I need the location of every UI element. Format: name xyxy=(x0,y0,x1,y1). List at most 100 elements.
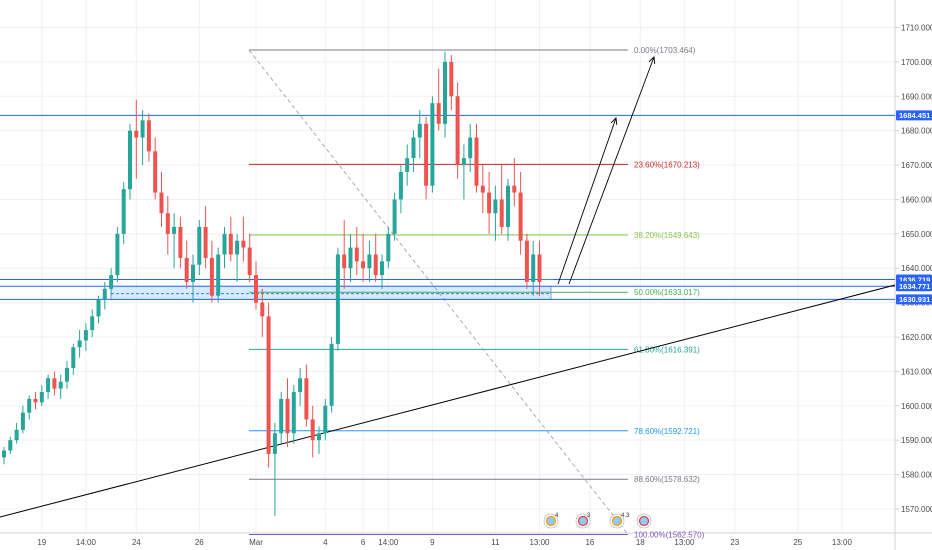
candle-body xyxy=(216,254,221,296)
candle-body xyxy=(373,254,378,276)
y-tick-label: 1640.000 xyxy=(901,264,932,273)
projection-arrow-2[interactable] xyxy=(568,56,655,285)
x-tick-label: 23 xyxy=(730,538,739,547)
candle-body xyxy=(184,257,189,282)
candle-body xyxy=(455,96,460,166)
candle-body xyxy=(329,343,334,406)
candle-body xyxy=(480,185,485,193)
candle-body xyxy=(411,137,416,159)
candle-body xyxy=(20,412,25,430)
flag-icon xyxy=(638,515,650,527)
candle-body xyxy=(83,330,88,341)
x-tick-label: 19 xyxy=(37,538,46,547)
candle-body xyxy=(128,130,132,190)
candle-body xyxy=(361,261,366,269)
flag-icon xyxy=(577,515,589,527)
candle-body xyxy=(52,378,57,389)
candle-body xyxy=(8,440,13,451)
event-count-label: 3 xyxy=(587,513,591,519)
candle-body xyxy=(323,405,328,434)
price-tag-label: 1684.451 xyxy=(899,111,930,120)
fib-level-label: 23.60%(1670.213) xyxy=(634,160,700,169)
candle-body xyxy=(512,185,517,193)
candle-body xyxy=(153,151,158,193)
candle-body xyxy=(2,450,6,458)
candle-body xyxy=(537,254,542,282)
candle-body xyxy=(46,378,51,393)
candle-body xyxy=(449,61,454,97)
candle-body xyxy=(228,233,233,255)
candle-body xyxy=(266,316,271,454)
y-tick-label: 1590.000 xyxy=(901,436,932,445)
x-tick-label: 4 xyxy=(323,538,328,547)
x-tick-label: 24 xyxy=(132,538,141,547)
candle-body xyxy=(121,189,126,234)
x-tick-label: 13:00 xyxy=(674,538,695,547)
x-tick-label: Mar xyxy=(249,538,263,547)
candle-body xyxy=(203,226,208,258)
candle-body xyxy=(146,120,151,152)
flag-icon xyxy=(611,515,623,527)
candle-body xyxy=(33,398,38,403)
candle-body xyxy=(499,199,504,227)
candle-body xyxy=(291,392,296,434)
support-zone[interactable] xyxy=(110,285,552,300)
candle-body xyxy=(115,233,120,276)
candle-body xyxy=(461,158,466,166)
event-count-label: 4 xyxy=(555,513,559,519)
x-tick-label: 14:00 xyxy=(76,538,97,547)
candle-body xyxy=(342,254,347,269)
fib-trendline[interactable] xyxy=(248,49,629,535)
candle-body xyxy=(27,398,32,413)
y-tick-label: 1690.000 xyxy=(901,92,932,101)
candle-body xyxy=(430,103,435,186)
candle-body xyxy=(235,240,240,255)
candle-body xyxy=(209,257,214,296)
candle-body xyxy=(417,123,422,138)
fib-level-label: 88.60%(1578.632) xyxy=(634,475,700,484)
candle-body xyxy=(222,233,227,255)
candle-body xyxy=(524,240,529,282)
candle-body xyxy=(65,367,69,382)
price-tag-label: 1636.719 xyxy=(899,275,930,284)
y-tick-label: 1570.000 xyxy=(901,505,932,514)
y-tick-label: 1660.000 xyxy=(901,195,932,204)
candle-body xyxy=(443,61,447,124)
candle-body xyxy=(468,137,473,159)
y-tick-label: 1700.000 xyxy=(901,58,932,67)
x-tick-label: 11 xyxy=(491,538,500,547)
y-tick-label: 1580.000 xyxy=(901,471,932,480)
x-tick-label: 16 xyxy=(585,538,594,547)
candle-body xyxy=(165,213,170,234)
x-tick-label: 14:00 xyxy=(378,538,399,547)
candle-body xyxy=(424,123,429,186)
candle-body xyxy=(14,429,19,441)
candle-body xyxy=(436,103,441,124)
x-tick-label: 26 xyxy=(195,538,204,547)
candle-body xyxy=(71,347,76,368)
candle-body xyxy=(367,254,372,269)
candle-body xyxy=(279,398,284,434)
fib-level-label: 100.00%(1562.570) xyxy=(634,530,705,539)
y-tick-label: 1710.000 xyxy=(901,24,932,33)
x-tick-label: 13:00 xyxy=(529,538,550,547)
x-tick-label: 6 xyxy=(361,538,366,547)
candle-body xyxy=(260,302,265,317)
projection-arrow-2-head xyxy=(648,56,656,65)
y-tick-label: 1650.000 xyxy=(901,230,932,239)
candle-body xyxy=(39,392,44,403)
fib-level-label: 61.80%(1616.391) xyxy=(634,345,700,354)
candle-body xyxy=(172,226,177,234)
fib-level-label: 38.20%(1649.643) xyxy=(634,231,700,240)
ascending-trendline[interactable] xyxy=(0,284,896,518)
y-tick-label: 1680.000 xyxy=(901,127,932,136)
candle-body xyxy=(386,233,391,262)
candle-body xyxy=(487,192,492,214)
price-tag xyxy=(896,110,932,121)
projection-arrow-1[interactable] xyxy=(557,117,617,285)
price-tag-label: 1634.771 xyxy=(899,282,930,291)
candle-body xyxy=(191,264,195,282)
